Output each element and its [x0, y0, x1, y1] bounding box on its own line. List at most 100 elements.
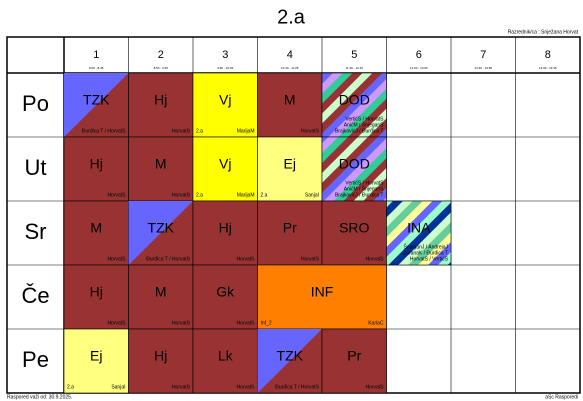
lesson-teacher: HorvatS [172, 128, 191, 134]
lesson-teacher: HorvatS [236, 256, 255, 262]
lesson-teacher: HorvatS / VertićS [410, 256, 449, 262]
lesson-subject: Hj [154, 348, 167, 364]
lesson-teacher: BrajkovićJ / Đurđica T [335, 128, 384, 134]
lesson-cell [192, 72, 258, 138]
lesson-subject: M [155, 284, 167, 300]
period-number: 1 [93, 49, 99, 61]
lesson-split [257, 329, 322, 393]
period-number: 2 [158, 49, 164, 61]
day-name: Pe [22, 347, 49, 372]
lesson-subject: Pr [283, 220, 297, 236]
lesson-teacher: AnićM / ŠnjeganS [344, 185, 384, 192]
lesson-subject: TZK [277, 348, 304, 364]
lesson-teacher: HorvatS [365, 256, 384, 262]
period-number: 7 [480, 49, 486, 61]
lesson-subject: Pr [347, 348, 361, 364]
lesson-subject: Ej [284, 156, 296, 172]
lesson-subject: Gk [216, 284, 235, 300]
day-name: Če [21, 283, 49, 308]
lesson-subject: DOD [339, 156, 370, 172]
lesson-teacher: HorvatS [301, 256, 320, 262]
lesson-teacher: HorvatS [107, 320, 126, 326]
lesson-cell [321, 136, 387, 202]
lesson-group: Inf_2 [261, 320, 272, 326]
lesson-cell [321, 72, 387, 138]
lesson-teacher: HorvatS [172, 320, 191, 326]
lesson-teacher: HorvatS [236, 320, 255, 326]
lesson-teacher: Đurđica T / HorvatS [146, 256, 190, 262]
lesson-group: 2.a [67, 384, 74, 390]
lesson-teacher: HorvatS [365, 384, 384, 390]
lesson-cell [128, 328, 194, 394]
period-number: 3 [222, 49, 228, 61]
lesson-cell [192, 136, 258, 202]
lesson-subject: Hj [154, 92, 167, 108]
lesson-subject: Lk [218, 348, 234, 364]
lesson-cell [63, 328, 129, 394]
lesson-group: 2.a [196, 128, 203, 134]
class-teacher: Razrednik/ca : Snježana Horvat [508, 29, 579, 35]
lesson-subject: Hj [90, 284, 103, 300]
lesson-subject: TZK [148, 220, 175, 236]
lesson-split [128, 201, 193, 265]
lesson-subject: M [155, 156, 167, 172]
period-number: 6 [416, 49, 422, 61]
lesson-cell [192, 264, 258, 330]
day-name: Po [22, 91, 49, 116]
lesson-subject: M [90, 220, 102, 236]
lesson-group: 2.a [261, 192, 268, 198]
lesson-cell [257, 136, 323, 202]
lesson-subject: Hj [219, 220, 232, 236]
lesson-cell [321, 328, 387, 394]
lesson-teacher: VertićS / HorvatS [345, 180, 384, 186]
period-number: 8 [545, 49, 551, 61]
lesson-cell [63, 264, 129, 330]
lesson-teacher: HorvatS [236, 384, 255, 390]
lesson-subject: Vj [219, 92, 231, 108]
lesson-subject: M [284, 92, 296, 108]
lesson-subject: Ej [90, 348, 102, 364]
lesson-cell [386, 200, 452, 266]
lesson-subject: SRO [339, 220, 369, 236]
lesson-teacher: MarijaM [237, 192, 255, 198]
lesson-subject: TZK [83, 92, 110, 108]
lesson-teacher: ŠnjeganJ / AndrejaJ [404, 243, 449, 250]
lesson-teacher: Đurđica T / HorvatS [275, 384, 319, 390]
lesson-cell [257, 200, 323, 266]
period-time: 14:00 - 14:45 [539, 66, 557, 70]
period-time: 8:50 - 9:35 [154, 66, 169, 70]
lesson-teacher: HorvatS [107, 256, 126, 262]
period-time: 12:20 - 13:05 [410, 66, 428, 70]
lesson-teacher: ZoranaK / Đurđica T [403, 250, 448, 256]
valid-from: Raspored važi od: 30.9.2025. [7, 394, 72, 400]
period-number: 4 [287, 49, 293, 61]
lesson-teacher: BrajkovićJ / Đurđica T [335, 192, 384, 198]
period-time: 10:40 - 11:25 [281, 66, 299, 70]
lesson-teacher: VertićS / HorvatS [345, 116, 384, 122]
lesson-teacher: SanjaI [111, 384, 125, 390]
software: aSc Rasporedi [545, 394, 578, 400]
lesson-group: 2.a [196, 192, 203, 198]
lesson-teacher: Đurđica T / HorvatS [82, 128, 126, 134]
lesson-cell [192, 328, 258, 394]
lesson-subject: DOD [339, 92, 370, 108]
day-name: Sr [25, 219, 47, 244]
lesson-teacher: HorvatS [301, 128, 320, 134]
period-time: 13:10 - 13:55 [474, 66, 492, 70]
period-time: 9:50 - 10:35 [217, 66, 233, 70]
lesson-subject: Hj [90, 156, 103, 172]
period-time: 11:30 - 12:15 [346, 66, 364, 70]
lesson-cell [128, 264, 194, 330]
lesson-teacher: SanjaI [305, 192, 319, 198]
lesson-teacher: HorvatS [172, 384, 191, 390]
lesson-teacher: AnićM / ŠnjeganS [344, 121, 384, 128]
lesson-cell [192, 200, 258, 266]
lesson-subject: INA [407, 220, 431, 236]
lesson-teacher: KarlaC [368, 320, 384, 326]
period-number: 5 [351, 49, 357, 61]
lesson-split [64, 73, 129, 137]
title: 2.a [277, 6, 306, 28]
lesson-teacher: HorvatS [172, 192, 191, 198]
lesson-subject: Vj [219, 156, 231, 172]
lesson-cell [128, 72, 194, 138]
